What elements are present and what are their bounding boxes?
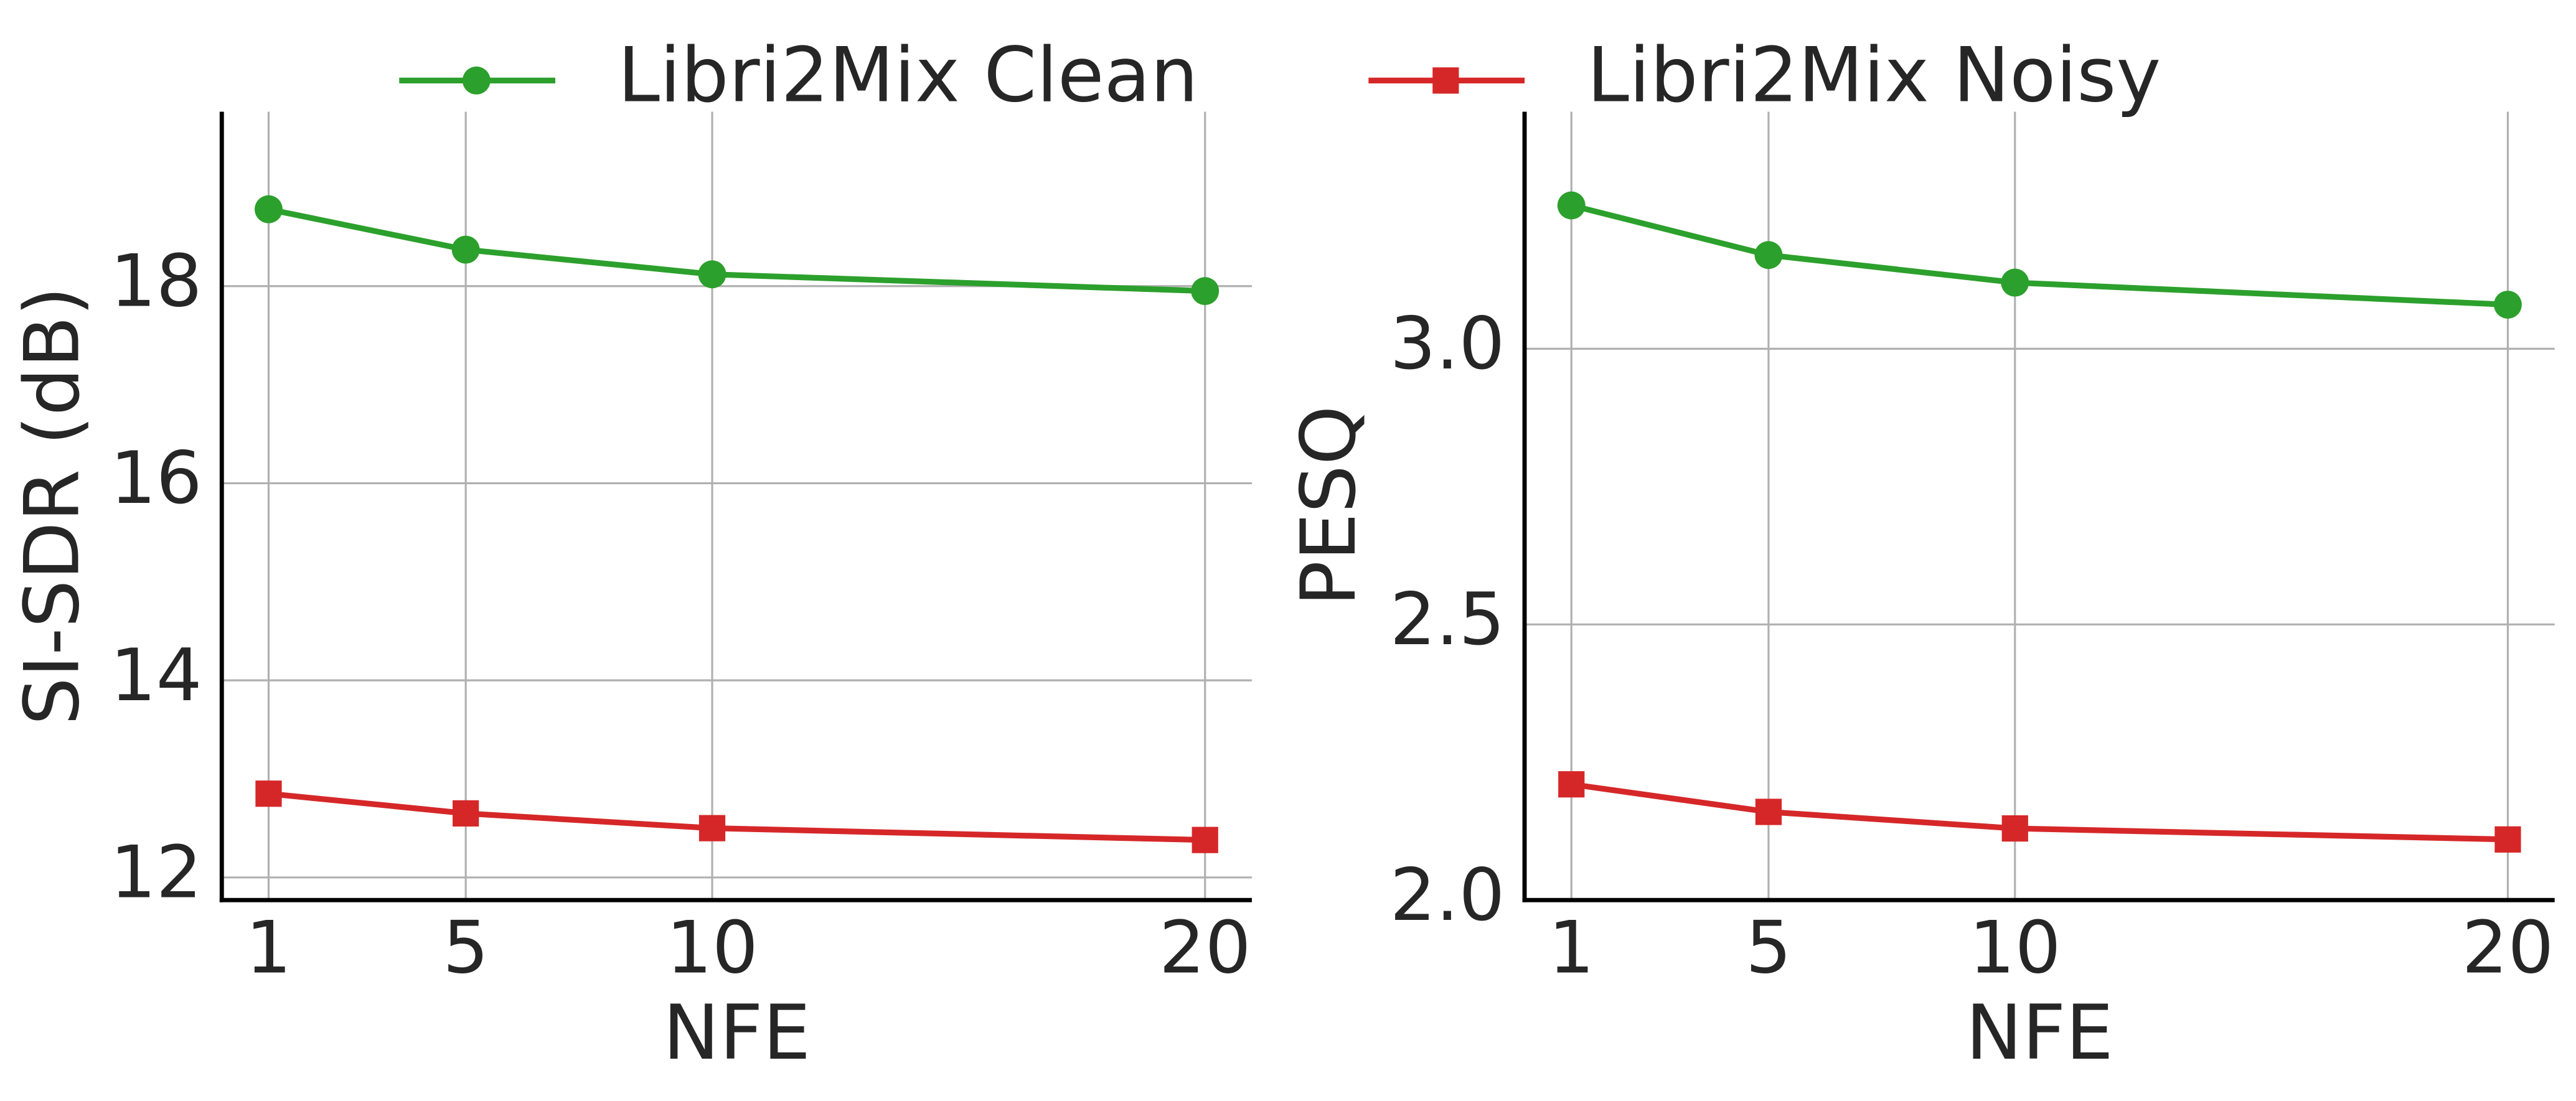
data-point xyxy=(1192,827,1218,853)
x-axis-label: NFE xyxy=(663,988,811,1077)
data-point xyxy=(1558,771,1585,798)
data-point xyxy=(255,195,283,223)
data-point xyxy=(698,815,726,841)
data-point xyxy=(1754,241,1783,269)
data-point xyxy=(451,235,480,264)
x-tick-label: 10 xyxy=(1969,906,2061,990)
x-tick-label: 5 xyxy=(1746,906,1792,990)
series-line xyxy=(268,206,1205,294)
y-tick-label: 2.5 xyxy=(1390,578,1505,662)
y-tick-label: 16 xyxy=(110,436,202,520)
data-point xyxy=(2494,826,2521,853)
x-tick-label: 10 xyxy=(666,906,758,990)
y-tick-label: 3.0 xyxy=(1390,302,1505,386)
x-tick-label: 1 xyxy=(246,906,292,990)
legend-label: Libri2Mix Noisy xyxy=(1587,31,2161,119)
data-point xyxy=(453,800,479,827)
legend-marker xyxy=(462,66,491,95)
y-tick-label: 18 xyxy=(110,239,202,323)
series-line xyxy=(1571,781,2508,843)
y-axis-label: SI-SDR (dB) xyxy=(8,286,96,725)
data-point xyxy=(255,780,282,807)
data-point xyxy=(1755,799,1782,825)
series-line xyxy=(268,790,1205,843)
data-point xyxy=(1557,191,1586,220)
y-tick-label: 2.0 xyxy=(1390,853,1505,937)
x-tick-label: 20 xyxy=(1159,906,1251,990)
x-tick-label: 5 xyxy=(443,906,489,990)
legend-label: Libri2Mix Clean xyxy=(618,31,1198,119)
y-tick-label: 14 xyxy=(110,634,202,718)
data-point xyxy=(2494,291,2522,319)
data-point xyxy=(1191,277,1220,306)
x-tick-label: 1 xyxy=(1548,906,1594,990)
legend-marker xyxy=(1432,67,1459,94)
x-tick-label: 20 xyxy=(2462,906,2554,990)
y-axis-label: PESQ xyxy=(1284,406,1373,606)
data-point xyxy=(698,260,726,289)
data-point xyxy=(2001,268,2029,297)
series-line xyxy=(1571,202,2508,308)
data-point xyxy=(2001,815,2028,842)
y-tick-label: 12 xyxy=(110,831,202,915)
x-axis-label: NFE xyxy=(1966,988,2113,1077)
